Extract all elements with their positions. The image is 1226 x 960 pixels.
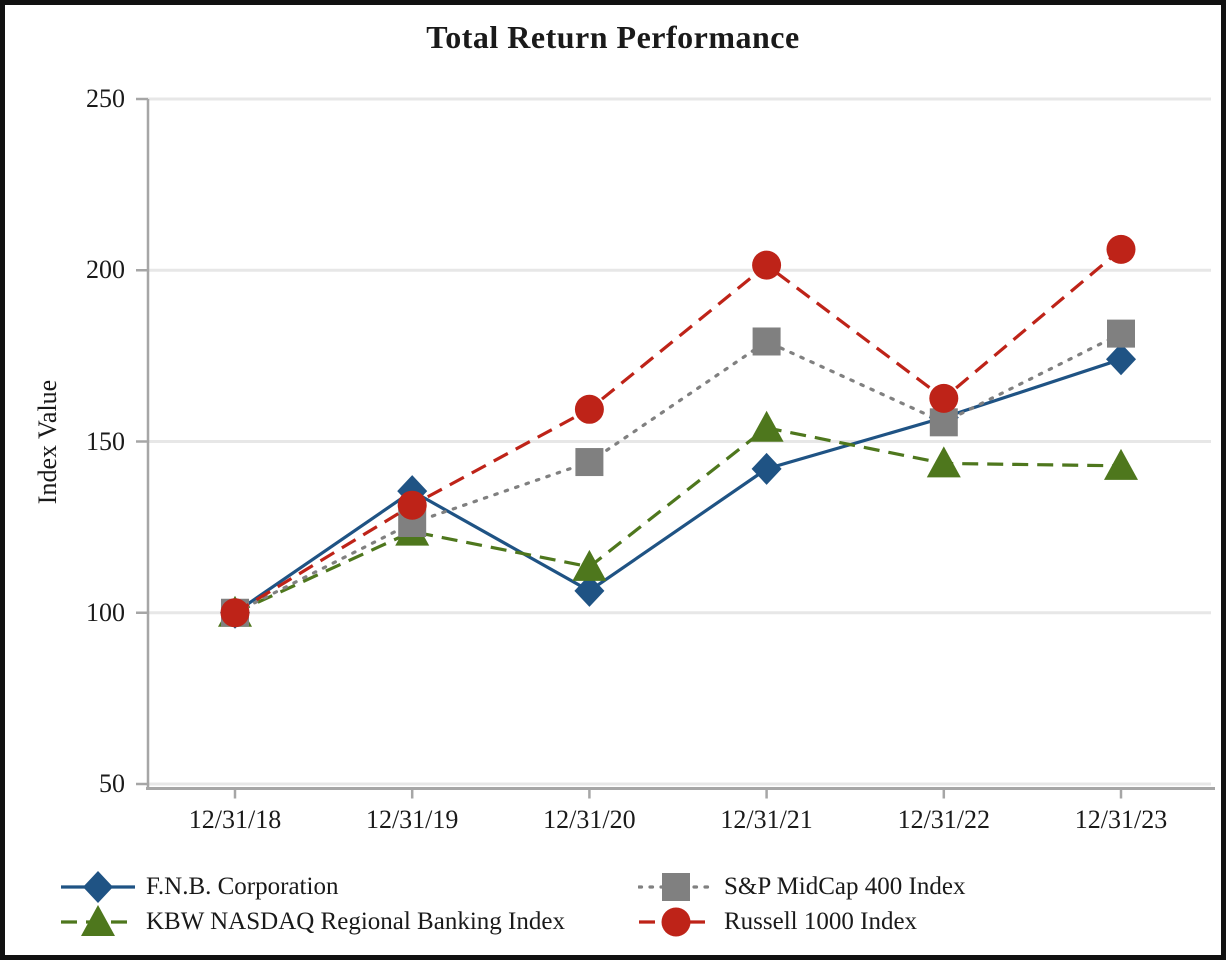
marker-russell-1000-index-3 xyxy=(752,250,782,280)
marker-s-p-midcap-400-index-4 xyxy=(929,408,958,437)
x-tick-label-12-31-18: 12/31/18 xyxy=(188,805,282,834)
marker-f-n-b-corporation-2 xyxy=(574,574,605,607)
x-tick-label-12-31-19: 12/31/19 xyxy=(365,805,459,834)
series-kbw-nasdaq-regional-banking-index xyxy=(218,410,1138,627)
x-tick-label-12-31-21: 12/31/21 xyxy=(720,805,813,834)
line-s-p-midcap-400-index xyxy=(233,332,1123,615)
marker-s-p-midcap-400-index-2 xyxy=(575,448,604,477)
marker-f-n-b-corporation-3 xyxy=(751,452,782,485)
legend-marker-square-icon xyxy=(662,873,690,901)
line-f-n-b-corporation xyxy=(234,357,1122,615)
marker-russell-1000-index-5 xyxy=(1106,234,1136,264)
legend-swatch-square-icon xyxy=(638,873,714,901)
marker-kbw-nasdaq-regional-banking-index-2 xyxy=(572,549,607,581)
legend-item-f-n-b-corporation: F.N.B. Corporation xyxy=(60,869,338,905)
legend-marker-circle-icon xyxy=(661,907,691,937)
line-russell-1000-index xyxy=(234,248,1123,615)
x-tick-label-12-31-22: 12/31/22 xyxy=(897,805,991,834)
legend-item-kbw-nasdaq-regional-banking-index: KBW NASDAQ Regional Banking Index xyxy=(60,904,565,940)
legend-item-s-p-midcap-400-index: S&P MidCap 400 Index xyxy=(638,869,965,905)
chart-title: Total Return Performance xyxy=(426,19,800,55)
y-tick-label-250: 250 xyxy=(86,84,125,113)
y-tick-label-150: 150 xyxy=(86,426,125,456)
series-russell-1000-index xyxy=(220,234,1136,628)
marker-russell-1000-index-2 xyxy=(574,394,604,424)
marker-kbw-nasdaq-regional-banking-index-4 xyxy=(926,446,961,478)
marker-s-p-midcap-400-index-5 xyxy=(1107,319,1135,348)
marker-russell-1000-index-1 xyxy=(397,490,427,520)
legend-label-f-n-b-corporation: F.N.B. Corporation xyxy=(146,873,339,900)
legend-label-kbw-nasdaq-regional-banking-index: KBW NASDAQ Regional Banking Index xyxy=(146,908,565,935)
legend-label-russell-1000-index: Russell 1000 Index xyxy=(724,908,918,935)
marker-kbw-nasdaq-regional-banking-index-3 xyxy=(749,410,784,442)
legend-item-russell-1000-index: Russell 1000 Index xyxy=(638,904,917,940)
line-kbw-nasdaq-regional-banking-index xyxy=(234,426,1122,615)
y-tick-label-200: 200 xyxy=(86,255,125,285)
marker-f-n-b-corporation-5 xyxy=(1106,343,1136,376)
y-tick-label-50: 50 xyxy=(99,769,125,798)
x-tick-label-12-31-20: 12/31/20 xyxy=(543,805,636,834)
series-s-p-midcap-400-index xyxy=(221,319,1135,627)
legend-swatch-triangle-icon xyxy=(61,905,135,936)
legend-marker-diamond-icon xyxy=(83,871,113,903)
x-tick-label-12-31-23: 12/31/23 xyxy=(1074,805,1168,834)
series-f-n-b-corporation xyxy=(220,343,1136,629)
legend-swatch-diamond-icon xyxy=(61,871,135,903)
legend-marker-triangle-icon xyxy=(81,905,115,936)
legend-swatch-circle-icon xyxy=(639,907,713,937)
marker-kbw-nasdaq-regional-banking-index-5 xyxy=(1104,448,1138,480)
marker-russell-1000-index-0 xyxy=(220,598,250,628)
marker-s-p-midcap-400-index-3 xyxy=(752,327,781,356)
y-tick-label-100: 100 xyxy=(86,597,125,627)
plot-area xyxy=(136,97,1215,799)
marker-russell-1000-index-4 xyxy=(929,383,959,413)
legend-label-s-p-midcap-400-index: S&P MidCap 400 Index xyxy=(724,873,966,900)
